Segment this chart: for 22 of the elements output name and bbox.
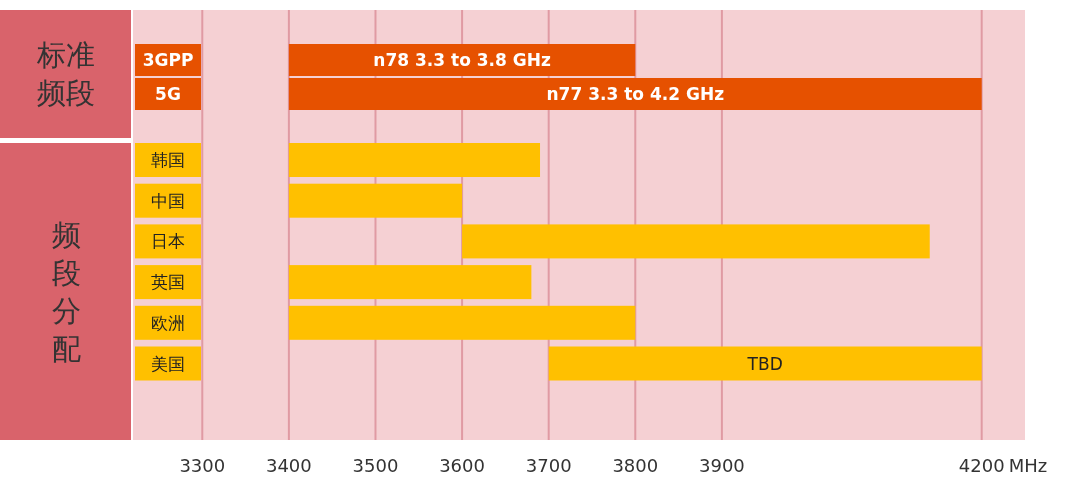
x-tick-label: 3600 — [439, 455, 485, 476]
y-tick-label: 中国 — [151, 190, 185, 211]
y-tick-label: 5G — [155, 84, 181, 104]
y-tick-label: 英国 — [151, 272, 185, 293]
data-label: TBD — [746, 353, 783, 374]
text: 标准频段 — [36, 38, 95, 110]
x-tick-label: 3300 — [179, 455, 226, 476]
y-tick-label: 日本 — [151, 231, 185, 252]
data-label: n77 3.3 to 4.2 GHz — [546, 84, 725, 104]
data-label: n78 3.3 to 3.8 GHz — [373, 50, 551, 70]
y-tick-label: 韩国 — [151, 150, 185, 170]
y-tick-label: 美国 — [151, 353, 185, 374]
y-tick-label: 3GPP — [142, 50, 194, 70]
text: 频段分配 — [51, 217, 81, 366]
x-axis-title: MHz — [1008, 455, 1048, 476]
y-tick-label: 欧洲 — [151, 312, 185, 333]
x-tick-label: 3800 — [612, 455, 659, 476]
x-tick-label: 3700 — [525, 455, 572, 476]
x-tick-label: 3900 — [698, 455, 745, 476]
x-tick-label: 3500 — [352, 455, 399, 476]
x-tick-label: 3400 — [265, 455, 312, 476]
x-tick-label: 4200 — [958, 455, 1005, 476]
